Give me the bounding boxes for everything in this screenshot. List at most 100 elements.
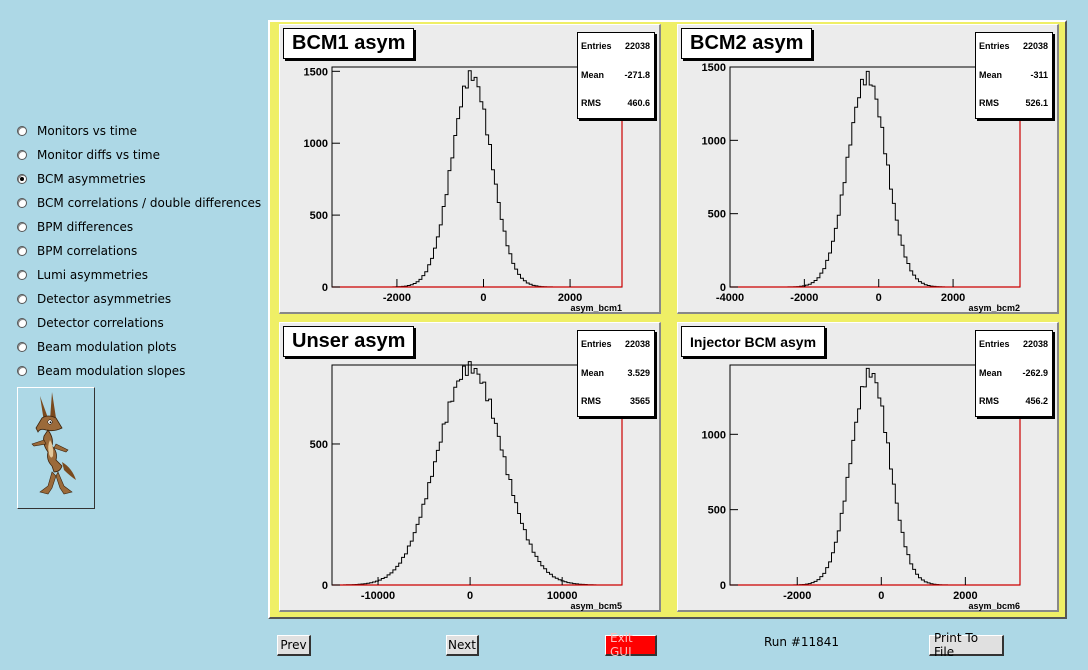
x-tick-label: 0	[480, 292, 486, 304]
radio-button[interactable]	[17, 270, 27, 280]
radio-label: BCM correlations / double differences	[37, 196, 262, 210]
stats-mean-value: -271.8	[624, 70, 650, 80]
radio-label: Detector asymmetries	[37, 292, 172, 306]
stats-mean-label: Mean	[979, 368, 1003, 378]
radio-button[interactable]	[17, 342, 27, 352]
y-tick-label: 500	[310, 210, 328, 222]
x-tick-label: -10000	[361, 590, 395, 602]
x-tick-label: -4000	[716, 292, 744, 304]
stats-entries-value: 22038	[1022, 339, 1048, 349]
radio-label: Beam modulation slopes	[37, 364, 186, 378]
coyote-icon	[31, 392, 76, 495]
radio-bpm-differences[interactable]: BPM differences	[17, 217, 133, 237]
histogram-title: BCM2 asym	[681, 28, 813, 59]
x-axis-label: asym_bcm5	[570, 601, 622, 611]
coyote-logo-button[interactable]	[17, 387, 95, 509]
x-tick-label: 10000	[547, 590, 578, 602]
stats-rms-value: 3565	[629, 396, 650, 406]
x-tick-label: 0	[876, 292, 882, 304]
stats-rms-label: RMS	[979, 396, 999, 406]
exit-gui-button[interactable]: Exit GUI	[605, 631, 657, 659]
radio-button[interactable]	[17, 126, 27, 136]
stats-entries-label: Entries	[581, 339, 612, 349]
x-axis-label: asym_bcm1	[570, 303, 622, 313]
stats-rms-label: RMS	[581, 98, 601, 108]
x-tick-label: 2000	[558, 292, 582, 304]
stats-entries-value: 22038	[624, 339, 650, 349]
y-tick-label: 0	[322, 580, 328, 592]
histogram-title: BCM1 asym	[283, 28, 415, 59]
radio-button[interactable]	[17, 174, 27, 184]
pad-unser-asym[interactable]: 0 500 -10000 0 10000 asym_bcm5 Unser asym Ent…	[279, 322, 661, 612]
radio-button[interactable]	[17, 246, 27, 256]
y-tick-label: 1000	[702, 429, 726, 441]
radio-label: BCM asymmetries	[37, 172, 146, 186]
radio-monitors-vs-time[interactable]: Monitors vs time	[17, 121, 137, 141]
pad-bcm2-asym[interactable]: 0 500 1000 1500 -4000 -2000 0 2000 asym_bcm2 BCM…	[677, 24, 1059, 314]
x-tick-label: 0	[467, 590, 473, 602]
radio-button[interactable]	[17, 318, 27, 328]
x-axis-label: asym_bcm2	[968, 303, 1020, 313]
y-tick-label: 1500	[304, 66, 328, 78]
print-to-file-button[interactable]: Print To File	[929, 631, 1004, 659]
stats-rms-value: 456.2	[1025, 396, 1048, 406]
stats-mean-value: -311	[1030, 70, 1048, 80]
y-tick-label: 1500	[702, 62, 726, 74]
prev-button[interactable]: Prev	[277, 635, 311, 656]
radio-label: Beam modulation plots	[37, 340, 177, 354]
x-axis-label: asym_bcm6	[968, 601, 1020, 611]
stats-rms-label: RMS	[581, 396, 601, 406]
x-tick-label: 2000	[941, 292, 965, 304]
radio-button[interactable]	[17, 294, 27, 304]
y-tick-label: 0	[720, 282, 726, 294]
stats-box: Entries 22038 Mean -262.9 RMS 456.2	[975, 330, 1053, 417]
radio-detector-correlations[interactable]: Detector correlations	[17, 313, 164, 333]
y-tick-label: 500	[708, 505, 726, 517]
radio-button[interactable]	[17, 150, 27, 160]
stats-rms-label: RMS	[979, 98, 999, 108]
radio-button[interactable]	[17, 222, 27, 232]
radio-label: Detector correlations	[37, 316, 164, 330]
radio-lumi-asymmetries[interactable]: Lumi asymmetries	[17, 265, 148, 285]
y-tick-label: 500	[708, 209, 726, 221]
radio-bpm-correlations[interactable]: BPM correlations	[17, 241, 137, 261]
y-tick-label: 0	[720, 580, 726, 592]
next-button[interactable]: Next	[446, 635, 479, 656]
y-tick-label: 1000	[304, 138, 328, 150]
histogram-line	[332, 361, 622, 586]
x-tick-label: 2000	[953, 590, 977, 602]
pad-bcm1-asym[interactable]: 0 500 1000 1500 -2000 0 2000 asym_bcm1 BCM1 asy…	[279, 24, 661, 314]
y-tick-label: 500	[310, 439, 328, 451]
radio-bcm-correlations[interactable]: BCM correlations / double differences	[17, 193, 261, 213]
stats-mean-value: 3.529	[627, 368, 650, 378]
stats-entries-value: 22038	[1022, 41, 1048, 51]
stats-mean-label: Mean	[979, 70, 1003, 80]
radio-bcm-asymmetries[interactable]: BCM asymmetries	[17, 169, 146, 189]
radio-button[interactable]	[17, 198, 27, 208]
plot-selection-menu: Monitors vs time Monitor diffs vs time B…	[0, 0, 268, 670]
stats-box: Entries 22038 Mean -271.8 RMS 460.6	[577, 32, 655, 119]
radio-detector-asymmetries[interactable]: Detector asymmetries	[17, 289, 171, 309]
radio-beam-modulation-plots[interactable]: Beam modulation plots	[17, 337, 176, 357]
radio-monitor-diffs-vs-time[interactable]: Monitor diffs vs time	[17, 145, 160, 165]
pad-injector-bcm-asym[interactable]: 0 500 1000 -2000 0 2000 asym_bcm6 Injector BCM…	[677, 322, 1059, 612]
run-number-label: Run #11841	[764, 635, 840, 649]
radio-label: Lumi asymmetries	[37, 268, 148, 282]
stats-rms-value: 460.6	[627, 98, 650, 108]
stats-rms-value: 526.1	[1025, 98, 1048, 108]
stats-mean-value: -262.9	[1022, 368, 1048, 378]
stats-entries-label: Entries	[581, 41, 612, 51]
stats-mean-label: Mean	[581, 70, 605, 80]
y-tick-label: 0	[322, 282, 328, 294]
x-tick-label: -2000	[383, 292, 411, 304]
y-tick-label: 1000	[702, 135, 726, 147]
histogram-title: Unser asym	[283, 326, 415, 357]
radio-beam-modulation-slopes[interactable]: Beam modulation slopes	[17, 361, 185, 381]
x-tick-label: -2000	[783, 590, 811, 602]
stats-entries-value: 22038	[624, 41, 650, 51]
plot-canvas: 0 500 1000 1500 -2000 0 2000 asym_bcm1 BCM1 asy…	[268, 20, 1067, 619]
radio-button[interactable]	[17, 366, 27, 376]
